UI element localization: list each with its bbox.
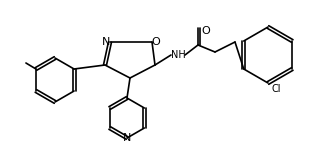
Text: N: N xyxy=(102,37,110,47)
Text: NH: NH xyxy=(171,50,185,60)
Text: O: O xyxy=(202,26,211,36)
Text: N: N xyxy=(123,133,131,143)
Text: Cl: Cl xyxy=(271,84,280,94)
Text: O: O xyxy=(151,37,160,47)
